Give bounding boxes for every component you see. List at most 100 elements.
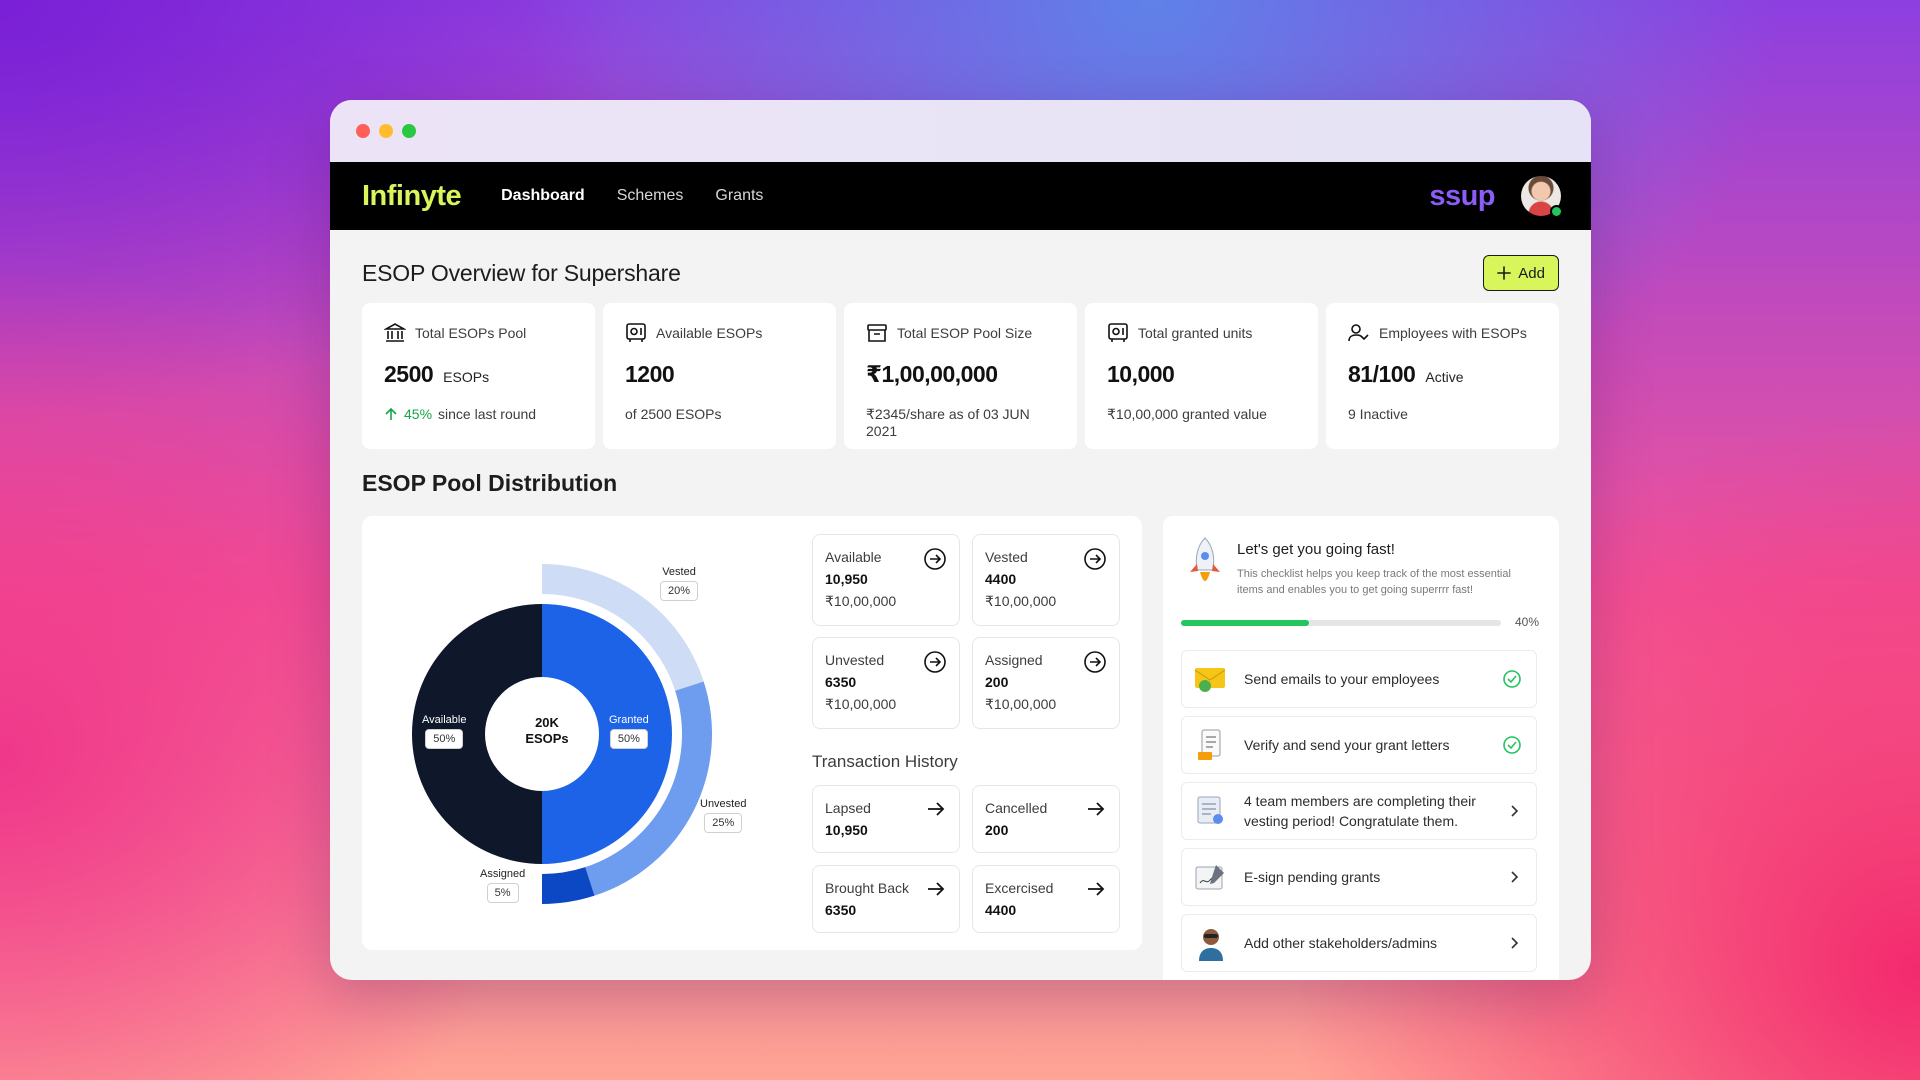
donut-outer-unvested bbox=[585, 681, 712, 896]
bank-icon bbox=[384, 323, 406, 342]
task-esign-grants[interactable]: E-sign pending grants bbox=[1181, 848, 1537, 906]
label-assigned-pct: 5% bbox=[486, 883, 519, 903]
task-congratulate[interactable]: 4 team members are completing their vest… bbox=[1181, 782, 1537, 840]
stat-sub: since last round bbox=[438, 406, 537, 422]
stat-card-total-pool[interactable]: Total ESOPs Pool 2500 ESOPs 45% since las… bbox=[362, 303, 595, 449]
label-vested-name: Vested bbox=[662, 566, 696, 578]
tile-amount: ₹10,00,000 bbox=[985, 593, 1057, 609]
tile-label: Assigned bbox=[985, 652, 1043, 668]
donut-center-label: 20K ESOPs bbox=[512, 715, 582, 747]
task-add-stakeholders[interactable]: Add other stakeholders/admins bbox=[1181, 914, 1537, 972]
stat-trend: 45% bbox=[404, 406, 433, 422]
nav-dashboard[interactable]: Dashboard bbox=[501, 187, 585, 204]
user-avatar[interactable] bbox=[1521, 176, 1563, 218]
task-text: 4 team members are completing their vest… bbox=[1244, 793, 1476, 829]
tile-label: Unvested bbox=[825, 652, 885, 668]
add-button[interactable]: Add bbox=[1483, 255, 1559, 291]
tile-value: 200 bbox=[985, 822, 1009, 838]
stat-label: Total granted units bbox=[1138, 325, 1253, 341]
task-text: Send emails to your employees bbox=[1244, 671, 1440, 687]
stat-value: 1200 bbox=[625, 361, 675, 387]
label-unvested-name: Unvested bbox=[700, 798, 747, 810]
app-logo[interactable]: Infinyte bbox=[362, 179, 462, 212]
donut-center-value: 20K bbox=[535, 715, 559, 730]
company-logo[interactable]: ssup bbox=[1429, 179, 1495, 212]
stat-label: Available ESOPs bbox=[656, 325, 763, 341]
label-granted-pct: 50% bbox=[609, 729, 648, 749]
tile-amount: ₹10,00,000 bbox=[825, 593, 897, 609]
checklist-progress-label: 40% bbox=[1515, 615, 1540, 629]
circle-arrow-right-icon[interactable] bbox=[1083, 547, 1107, 571]
circle-arrow-right-icon[interactable] bbox=[1083, 650, 1107, 674]
window-titlebar bbox=[330, 100, 1591, 162]
archive-icon bbox=[867, 324, 887, 342]
label-unvested: Unvested 25% bbox=[700, 798, 746, 833]
label-assigned-name: Assigned bbox=[480, 868, 526, 880]
circle-arrow-right-icon[interactable] bbox=[923, 650, 947, 674]
stat-card-pool-size[interactable]: Total ESOP Pool Size ₹1,00,00,000 ₹2345/… bbox=[844, 303, 1077, 449]
transaction-history-title: Transaction History bbox=[812, 752, 958, 771]
tile-amount: ₹10,00,000 bbox=[985, 696, 1057, 712]
tile-value: 4400 bbox=[985, 571, 1017, 587]
label-vested: Vested 20% bbox=[660, 566, 699, 601]
stat-sub: 9 Inactive bbox=[1348, 406, 1408, 422]
top-navbar: Infinyte Dashboard Schemes Grants ssup bbox=[330, 162, 1591, 230]
tile-available[interactable]: Available 10,950 ₹10,00,000 bbox=[812, 534, 960, 626]
tile-label: Brought Back bbox=[825, 880, 910, 896]
safe-icon bbox=[1108, 323, 1128, 342]
chevron-right-icon bbox=[1511, 871, 1519, 883]
arrow-right-icon[interactable] bbox=[1085, 878, 1107, 900]
stat-value: ₹1,00,00,000 bbox=[866, 361, 998, 387]
tile-value: 6350 bbox=[825, 674, 857, 690]
stat-sub: of 2500 ESOPs bbox=[625, 406, 722, 422]
stat-card-available[interactable]: Available ESOPs 1200 of 2500 ESOPs bbox=[603, 303, 836, 449]
overview-header: ESOP Overview for Supershare Add bbox=[362, 255, 1559, 291]
tile-value: 4400 bbox=[985, 902, 1017, 918]
stat-unit: Active bbox=[1425, 369, 1464, 385]
certificate-icon bbox=[1192, 792, 1230, 830]
label-available-name: Available bbox=[422, 714, 467, 726]
distribution-donut-chart bbox=[412, 564, 712, 904]
stat-card-employees[interactable]: Employees with ESOPs 81/100 Active 9 Inac… bbox=[1326, 303, 1559, 449]
stat-sub: ₹10,00,000 granted value bbox=[1107, 406, 1267, 422]
arrow-right-icon[interactable] bbox=[925, 878, 947, 900]
users-icon bbox=[1348, 324, 1369, 342]
nav-grants[interactable]: Grants bbox=[715, 187, 764, 204]
chevron-right-icon bbox=[1511, 805, 1519, 817]
plus-icon bbox=[1497, 266, 1512, 280]
tile-label: Available bbox=[825, 549, 882, 565]
checklist-subtitle: This checklist helps you keep track of t… bbox=[1237, 568, 1511, 596]
minimize-window-button[interactable] bbox=[379, 124, 393, 138]
checklist-progress-fill bbox=[1181, 620, 1309, 626]
add-button-label: Add bbox=[1518, 264, 1545, 282]
onboarding-checklist-card: Let's get you going fast! This checklist… bbox=[1163, 516, 1559, 980]
arrow-right-icon[interactable] bbox=[1085, 798, 1107, 820]
tile-assigned[interactable]: Assigned 200 ₹10,00,000 bbox=[972, 637, 1120, 729]
close-window-button[interactable] bbox=[356, 124, 370, 138]
task-text: Add other stakeholders/admins bbox=[1244, 935, 1437, 951]
nav-schemes[interactable]: Schemes bbox=[616, 187, 684, 204]
circle-arrow-right-icon[interactable] bbox=[923, 547, 947, 571]
label-granted: Granted 50% bbox=[609, 714, 649, 749]
donut-inner-available bbox=[412, 604, 542, 864]
tile-vested[interactable]: Vested 4400 ₹10,00,000 bbox=[972, 534, 1120, 626]
tx-exercised[interactable]: Excercised 4400 bbox=[972, 865, 1120, 933]
arrow-right-icon[interactable] bbox=[925, 798, 947, 820]
task-grant-letters[interactable]: Verify and send your grant letters bbox=[1181, 716, 1537, 774]
maximize-window-button[interactable] bbox=[402, 124, 416, 138]
task-send-emails[interactable]: Send emails to your employees bbox=[1181, 650, 1537, 708]
page-title: ESOP Overview for Supershare bbox=[362, 259, 681, 286]
check-circle-icon bbox=[1503, 670, 1521, 688]
donut-hole bbox=[486, 678, 598, 790]
checklist-title: Let's get you going fast! bbox=[1237, 541, 1395, 558]
tx-lapsed[interactable]: Lapsed 10,950 bbox=[812, 785, 960, 853]
stat-card-granted-units[interactable]: Total granted units 10,000 ₹10,00,000 gr… bbox=[1085, 303, 1318, 449]
tx-cancelled[interactable]: Cancelled 200 bbox=[972, 785, 1120, 853]
document-icon bbox=[1192, 726, 1230, 764]
tx-brought-back[interactable]: Brought Back 6350 bbox=[812, 865, 960, 933]
signature-icon bbox=[1192, 858, 1230, 896]
tile-amount: ₹10,00,000 bbox=[825, 696, 897, 712]
tile-unvested[interactable]: Unvested 6350 ₹10,00,000 bbox=[812, 637, 960, 729]
donut-outer-assigned bbox=[542, 867, 595, 904]
stat-value: 81/100 bbox=[1348, 361, 1416, 387]
